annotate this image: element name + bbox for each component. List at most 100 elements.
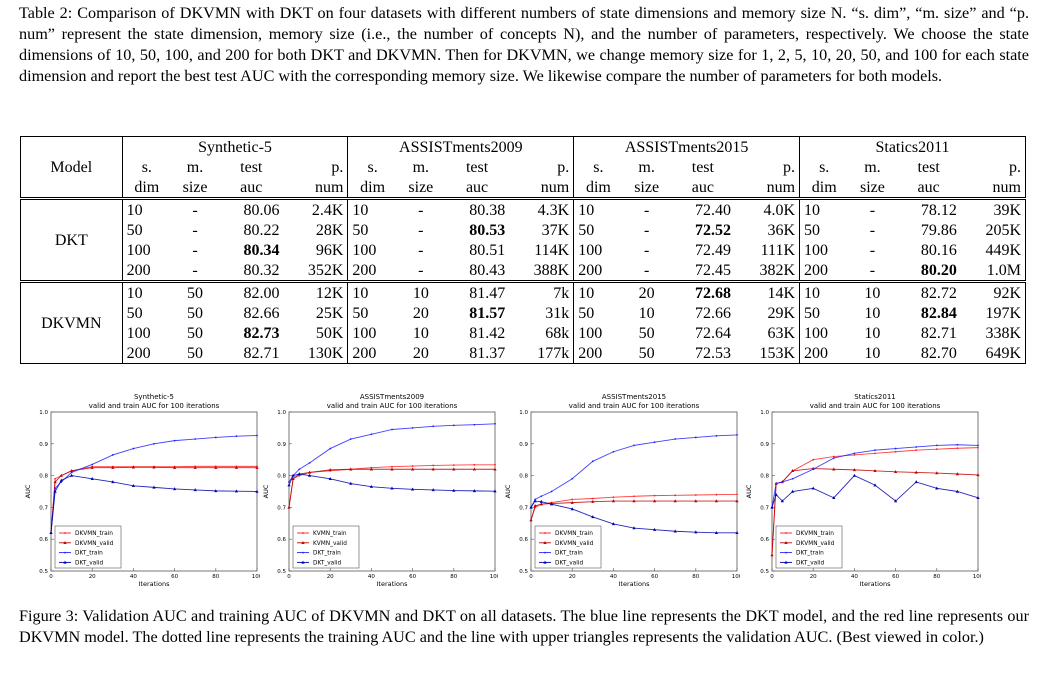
data-point [812, 458, 815, 461]
y-tick-label: 0.5 [519, 569, 528, 575]
data-point [256, 434, 258, 437]
column-header: dim [347, 177, 397, 199]
data-point [633, 444, 635, 447]
data-point [543, 560, 547, 564]
series-DKT_train [530, 433, 738, 509]
table-cell: 50 [573, 220, 623, 240]
data-point [977, 446, 979, 449]
table-cell: 382K [759, 261, 796, 279]
x-tick-label: 80 [933, 574, 940, 580]
header-row-columns: dim size auc num dim size auc num dim size auc num d… [21, 177, 1026, 199]
data-point [91, 463, 94, 466]
model-name: DKVMN [20, 280, 123, 364]
data-point [255, 489, 259, 493]
data-point [391, 465, 393, 468]
table-cell: 80.06 [219, 197, 284, 220]
data-point [54, 487, 57, 490]
data-point [874, 449, 876, 452]
legend-label: DKT_valid [796, 560, 824, 566]
data-point [493, 489, 497, 493]
y-tick-label: 0.9 [277, 442, 286, 448]
table-cell: 37K [541, 221, 570, 239]
column-header: auc [240, 178, 263, 196]
data-point [612, 450, 615, 453]
table-cell: - [869, 261, 876, 279]
x-tick-label: 80 [212, 574, 219, 580]
legend-item: DKVMN_train [59, 531, 113, 537]
data-point [370, 433, 373, 436]
table-cell: 72.66 [695, 304, 732, 322]
table-cell: 200 [347, 260, 397, 282]
column-header: p. [557, 158, 570, 176]
data-point [291, 476, 295, 480]
table-cell: 50 [170, 280, 220, 303]
table-cell: - [192, 241, 198, 259]
data-point [152, 485, 156, 489]
data-point [349, 438, 352, 440]
data-point [715, 493, 718, 496]
table-cell: 79.86 [920, 221, 957, 239]
y-axis-label: AUC [504, 484, 512, 498]
chart-title: ASSISTments2009 [360, 393, 424, 401]
table-cell: 96K [315, 241, 344, 259]
data-point [853, 454, 856, 456]
table-cell: 72.40 [670, 197, 736, 220]
table-cell: 20 [396, 343, 445, 364]
table-cell: 50 [799, 303, 849, 323]
dataset-header: ASSISTments2009 [347, 136, 574, 157]
data-point [935, 444, 938, 447]
data-point [894, 499, 898, 503]
table-cell: 10 [848, 280, 897, 303]
table-row: 50-80.22 28K 50-80.53 37K 50-72.52 36K 50-79.8… [21, 220, 1026, 240]
table-cell: 10 [864, 304, 881, 322]
table-cell: 63K [767, 324, 796, 342]
data-point [390, 486, 394, 490]
comparison-table: Model Synthetic-5 ASSISTments2009 ASSISTmen… [20, 136, 1026, 364]
data-point [411, 487, 415, 491]
data-point [674, 438, 677, 440]
chart-subtitle: valid and train AUC for 100 iterations [89, 402, 220, 410]
chart-subtitle: valid and train AUC for 100 iterations [327, 402, 458, 410]
legend-item: DKVMN_valid [539, 541, 594, 547]
table-cell: - [643, 241, 650, 259]
x-tick-label: 20 [89, 574, 96, 580]
legend-item: KVMN_train [297, 531, 347, 537]
data-point [235, 435, 238, 438]
data-point [674, 494, 677, 497]
table-cell: 200 [573, 343, 623, 364]
column-header: dim [799, 177, 849, 199]
data-point [694, 499, 698, 503]
data-point [784, 560, 788, 564]
table-cell: - [418, 221, 424, 239]
legend-item: DKT_valid [59, 560, 103, 566]
model-header: Model [20, 136, 123, 200]
data-point [791, 489, 795, 493]
legend-label: DKVMN_valid [796, 541, 835, 547]
data-point [791, 469, 795, 473]
x-tick-label: 100 [973, 574, 981, 580]
data-point [287, 505, 291, 509]
data-point [308, 461, 311, 464]
y-axis-label: AUC [745, 484, 753, 498]
chart-subtitle: valid and train AUC for 100 iterations [569, 402, 700, 410]
data-point [735, 499, 739, 503]
table-row: 200 50 82.71 130K 200 20 81.37 177k 200 50 72.53 15… [21, 343, 1026, 364]
table-cell: 200 [799, 343, 849, 364]
x-tick-label: 40 [368, 574, 375, 580]
data-point [173, 465, 177, 469]
table-row: DKT 10-80.06 2.4K 10-80.38 4.3K 10-72.40 4.0K 1… [20, 197, 1026, 282]
table-cell: - [418, 241, 424, 259]
legend-label: DKT_train [555, 551, 583, 557]
data-point [193, 488, 197, 492]
y-tick-label: 0.8 [277, 474, 286, 480]
table-cell: 1.0M [960, 260, 1026, 282]
table-cell: - [643, 261, 650, 279]
data-point [328, 476, 332, 480]
legend-label: DKT_valid [75, 560, 103, 566]
table-cell: 20 [622, 280, 671, 303]
data-point [432, 425, 435, 428]
column-header: size [634, 178, 660, 196]
column-header: m. [864, 158, 881, 176]
data-point [173, 439, 176, 442]
